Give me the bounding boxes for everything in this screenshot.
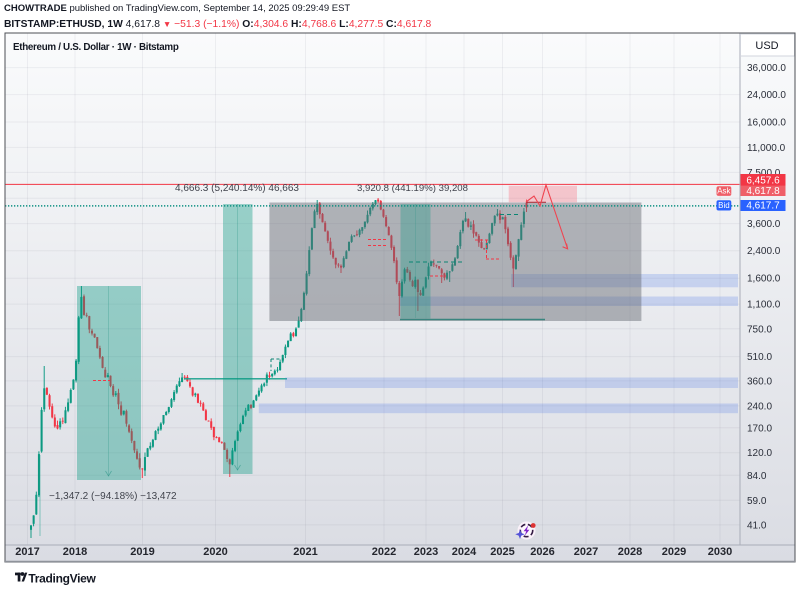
svg-text:2030: 2030: [708, 546, 732, 558]
svg-text:2028: 2028: [618, 546, 642, 558]
svg-text:24,000.0: 24,000.0: [747, 90, 786, 101]
svg-text:4,617.7: 4,617.7: [746, 201, 780, 212]
svg-text:2029: 2029: [662, 546, 686, 558]
svg-text:TradingView: TradingView: [28, 571, 96, 585]
svg-text:USD: USD: [755, 40, 778, 52]
svg-text:Ethereum / U.S. Dollar · 1W ·: Ethereum / U.S. Dollar · 1W · Bitstamp: [13, 42, 179, 53]
svg-text:2020: 2020: [203, 546, 227, 558]
svg-text:120.0: 120.0: [747, 448, 772, 459]
svg-text:16,000.0: 16,000.0: [747, 118, 786, 129]
svg-text:2019: 2019: [130, 546, 154, 558]
svg-text:3,920.8 (441.19%) 39,208: 3,920.8 (441.19%) 39,208: [357, 183, 468, 194]
svg-text:510.0: 510.0: [747, 352, 772, 363]
svg-text:1,100.0: 1,100.0: [747, 300, 781, 311]
svg-text:6,457.6: 6,457.6: [746, 176, 780, 187]
svg-text:360.0: 360.0: [747, 376, 772, 387]
svg-text:41.0: 41.0: [747, 520, 767, 531]
svg-text:11,000.0: 11,000.0: [747, 143, 786, 154]
svg-text:240.0: 240.0: [747, 401, 772, 412]
svg-text:7,500.0: 7,500.0: [747, 168, 781, 179]
svg-text:2018: 2018: [63, 546, 87, 558]
svg-text:2021: 2021: [293, 546, 317, 558]
svg-text:4,617.8: 4,617.8: [746, 186, 780, 197]
svg-text:2,400.0: 2,400.0: [747, 246, 781, 257]
svg-text:170.0: 170.0: [747, 423, 772, 434]
svg-text:2017: 2017: [15, 546, 39, 558]
svg-text:36,000.0: 36,000.0: [747, 63, 786, 74]
svg-text:Bid: Bid: [718, 201, 730, 210]
svg-text:CHOWTRADE published on Trading: CHOWTRADE published on TradingView.com, …: [4, 3, 350, 14]
svg-text:84.0: 84.0: [747, 471, 767, 482]
svg-text:59.0: 59.0: [747, 496, 767, 507]
svg-text:1,600.0: 1,600.0: [747, 274, 781, 285]
svg-text:BITSTAMP:ETHUSD, 1W 4,617.8 ▼: BITSTAMP:ETHUSD, 1W 4,617.8 ▼ −51.3 (−1.…: [4, 19, 432, 30]
svg-text:750.0: 750.0: [747, 324, 772, 335]
svg-text:3,600.0: 3,600.0: [747, 219, 781, 230]
svg-text:2026: 2026: [530, 546, 554, 558]
svg-text:−1,347.2 (−94.18%) −13,472: −1,347.2 (−94.18%) −13,472: [49, 491, 177, 502]
svg-text:2027: 2027: [574, 546, 598, 558]
svg-text:2024: 2024: [452, 546, 477, 558]
svg-text:Ask: Ask: [717, 187, 731, 196]
svg-text:4,666.3 (5,240.14%) 46,663: 4,666.3 (5,240.14%) 46,663: [175, 183, 299, 194]
svg-text:2025: 2025: [490, 546, 514, 558]
svg-text:2023: 2023: [414, 546, 438, 558]
svg-text:2022: 2022: [372, 546, 396, 558]
